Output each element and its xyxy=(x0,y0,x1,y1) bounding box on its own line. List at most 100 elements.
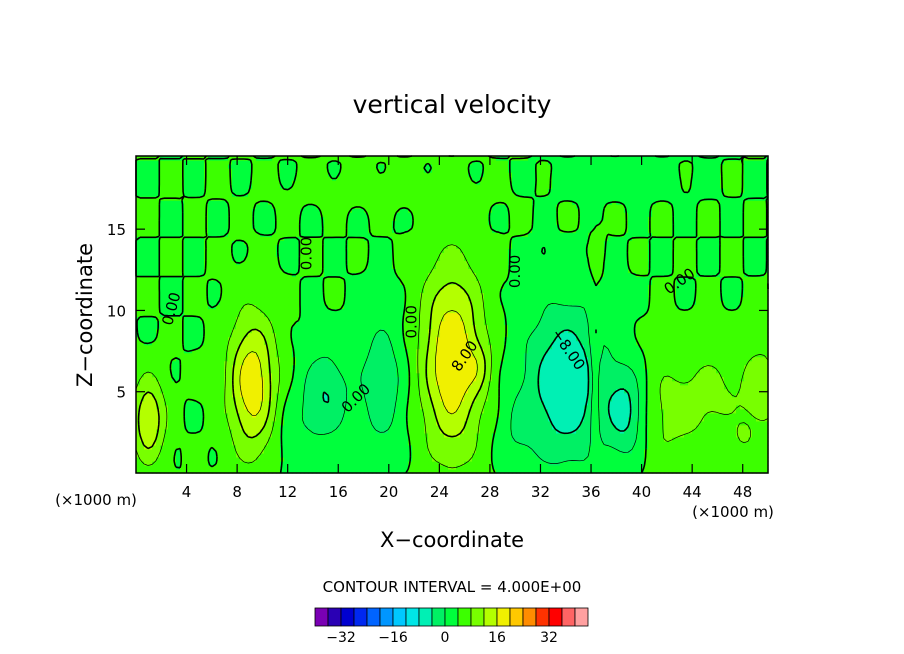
contour-cell xyxy=(608,380,613,386)
contour-cell xyxy=(460,412,465,418)
contour-cell xyxy=(420,460,425,466)
contour-cell xyxy=(484,408,489,414)
contour-cell xyxy=(520,344,525,350)
contour-cell xyxy=(456,468,461,474)
contour-cell xyxy=(392,356,397,362)
contour-cell xyxy=(668,404,673,410)
contour-cell xyxy=(216,348,221,354)
contour-cell xyxy=(428,448,433,454)
contour-cell xyxy=(372,348,377,354)
contour-cell xyxy=(388,448,393,454)
contour-cell xyxy=(516,424,521,430)
contour-cell xyxy=(496,448,501,454)
contour-cell xyxy=(240,452,245,458)
contour-cell xyxy=(748,360,753,366)
contour-cell xyxy=(756,404,761,410)
contour-cell xyxy=(192,464,197,470)
contour-cell xyxy=(268,456,273,462)
contour-cell xyxy=(696,432,701,438)
contour-cell xyxy=(532,388,537,394)
contour-cell xyxy=(140,432,145,438)
contour-cell xyxy=(488,380,493,386)
contour-cell xyxy=(752,400,757,406)
contour-cell xyxy=(244,452,249,458)
contour-cell xyxy=(584,416,589,422)
contour-cell xyxy=(712,412,717,418)
contour-cell xyxy=(272,460,277,466)
contour-cell xyxy=(216,436,221,442)
contour-cell xyxy=(560,356,565,362)
contour-cell xyxy=(552,396,557,402)
contour-cell xyxy=(760,460,765,466)
contour-cell xyxy=(244,360,249,366)
contour-cell xyxy=(396,368,401,374)
contour-cell xyxy=(708,464,713,470)
contour-cell xyxy=(528,348,533,354)
contour-cell xyxy=(312,348,317,354)
contour-cell xyxy=(156,364,161,370)
contour-cell xyxy=(228,452,233,458)
contour-cell xyxy=(376,352,381,358)
contour-cell xyxy=(728,464,733,470)
contour-cell xyxy=(160,464,165,470)
contour-cell xyxy=(460,384,465,390)
contour-cell xyxy=(480,360,485,366)
contour-cell xyxy=(264,348,269,354)
contour-cell xyxy=(204,412,209,418)
contour-cell xyxy=(312,364,317,370)
contour-cell xyxy=(188,468,193,474)
contour-cell xyxy=(388,424,393,430)
contour-cell xyxy=(480,460,485,466)
contour-cell xyxy=(160,408,165,414)
contour-cell xyxy=(472,356,477,362)
contour-cell xyxy=(360,464,365,470)
contour-cell xyxy=(516,420,521,426)
contour-cell xyxy=(664,356,669,362)
contour-cell xyxy=(664,392,669,398)
contour-cell xyxy=(260,456,265,462)
contour-cell xyxy=(500,400,505,406)
contour-cell xyxy=(520,452,525,458)
contour-cell xyxy=(612,448,617,454)
contour-cell xyxy=(384,348,389,354)
contour-cell xyxy=(140,376,145,382)
contour-cell xyxy=(440,380,445,386)
contour-cell xyxy=(736,444,741,450)
contour-cell xyxy=(668,444,673,450)
contour-cell xyxy=(208,348,213,354)
contour-cell xyxy=(260,432,265,438)
contour-cell xyxy=(536,364,541,370)
contour-cell xyxy=(700,412,705,418)
contour-cell xyxy=(292,448,297,454)
contour-cell xyxy=(152,468,157,474)
contour-cell xyxy=(620,352,625,358)
contour-cell xyxy=(164,452,169,458)
contour-cell xyxy=(396,396,401,402)
contour-cell xyxy=(208,384,213,390)
contour-cell xyxy=(284,436,289,442)
contour-cell xyxy=(396,436,401,442)
contour-cell xyxy=(436,436,441,442)
contour-cell xyxy=(260,412,265,418)
contour-cell xyxy=(212,428,217,434)
contour-cell xyxy=(688,464,693,470)
contour-cell xyxy=(272,388,277,394)
contour-cell xyxy=(256,364,261,370)
contour-cell xyxy=(732,348,737,354)
contour-cell xyxy=(276,400,281,406)
contour-cell xyxy=(600,376,605,382)
contour-cell xyxy=(156,452,161,458)
contour-cell xyxy=(136,396,141,402)
contour-cell xyxy=(712,440,717,446)
contour-cell xyxy=(756,388,761,394)
contour-cell xyxy=(440,364,445,370)
contour-cell xyxy=(492,412,497,418)
contour-cell xyxy=(568,368,573,374)
contour-cell xyxy=(704,384,709,390)
contour-cell xyxy=(320,416,325,422)
contour-cell xyxy=(232,448,237,454)
contour-cell xyxy=(260,372,265,378)
contour-cell xyxy=(728,448,733,454)
contour-cell xyxy=(764,428,769,434)
contour-cell xyxy=(260,424,265,430)
